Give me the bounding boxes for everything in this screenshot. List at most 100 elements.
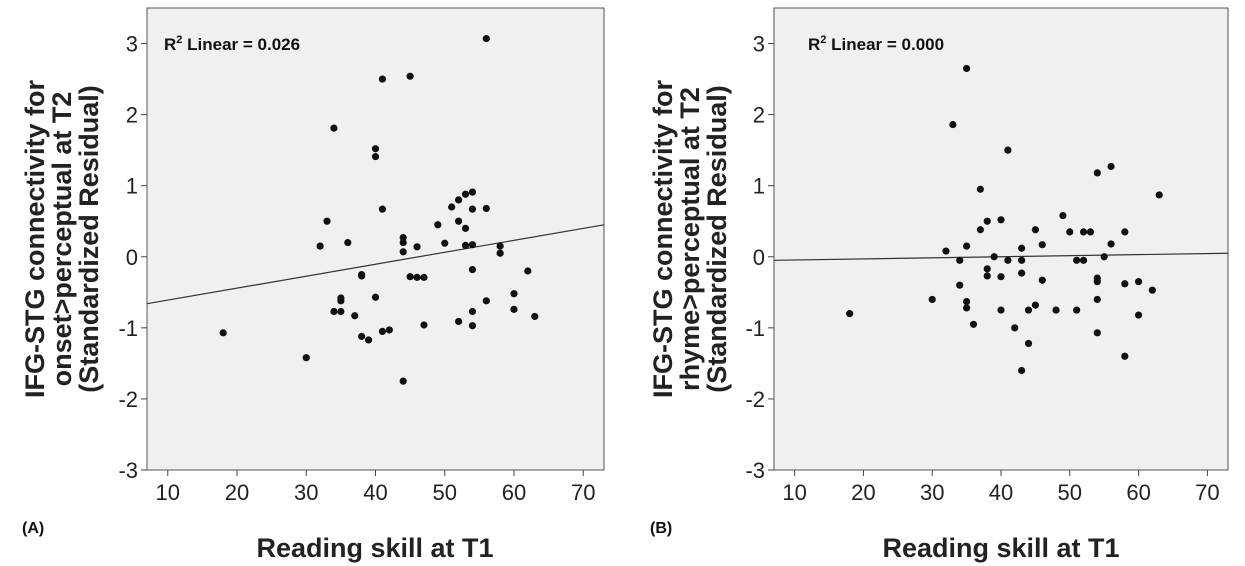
data-point [1073,306,1081,314]
data-point [1004,256,1012,264]
x-axis-title: Reading skill at T1 [256,533,493,563]
data-point [454,217,463,225]
data-point [468,205,477,213]
data-point [969,320,978,328]
data-point [1038,241,1046,249]
data-point [468,188,477,196]
data-point [461,190,470,198]
data-point [399,233,407,242]
y-tick-label: -2 [745,387,765,412]
data-point [949,120,957,129]
x-tick-label: 10 [782,480,806,505]
data-point [983,265,991,273]
y-tick-label: 2 [126,103,138,128]
y-tick-label: -3 [118,458,138,483]
data-point [468,265,477,274]
x-tick-label: 10 [156,480,180,505]
data-point [1093,295,1101,304]
data-point [378,327,387,335]
y-axis-title-line: (Standardized Residual) [702,85,732,393]
y-tick-label: 0 [753,245,765,270]
data-point [976,226,984,234]
fit-line [146,224,605,305]
data-point [1121,352,1129,360]
data-point [1011,324,1019,332]
r-squared-value: Linear = 0.000 [826,35,944,54]
data-point [1066,228,1074,236]
data-point [1079,256,1088,264]
data-point [1134,278,1143,286]
data-point [1121,280,1129,288]
x-tick-label: 30 [294,480,318,505]
data-point [846,310,854,318]
data-point [1018,366,1026,375]
data-point [378,205,387,213]
data-point [406,273,414,281]
data-point [482,297,490,305]
data-point [1004,146,1012,154]
data-point [454,196,463,204]
y-axis-title: IFG-STG connectivity foronset>perceptual… [20,79,104,398]
data-point [420,321,428,329]
y-tick-label: 2 [753,103,765,128]
data-point [963,297,971,306]
data-point [1148,286,1156,294]
data-point [434,221,442,229]
panel-label: (A) [22,520,44,537]
data-point [413,273,421,281]
y-tick-label: 3 [126,32,138,57]
data-point [990,253,998,261]
data-point [448,203,456,211]
data-point [323,217,331,225]
data-point [1018,244,1026,252]
data-point [358,332,366,340]
data-point [1100,253,1108,261]
data-point [956,281,964,289]
y-tick-label: 1 [753,174,765,199]
data-point [956,256,964,264]
data-point [461,224,470,232]
data-point [997,216,1005,224]
x-tick-label: 50 [433,480,457,505]
data-point [358,272,366,280]
data-point [524,267,532,275]
x-tick-label: 40 [363,480,387,505]
panel-label: (B) [650,520,672,537]
data-point [976,185,984,193]
data-point [420,273,428,281]
data-point [1093,169,1101,177]
data-point [468,322,477,330]
data-point [531,312,539,321]
data-point [963,304,971,312]
data-point [371,293,380,301]
y-axis-title-line: IFG-STG connectivity for [20,79,50,398]
data-point [385,326,393,334]
y-tick-label: 3 [753,32,765,57]
x-tick-label: 70 [571,480,595,505]
data-point [963,242,971,250]
data-point [371,152,380,161]
x-tick-label: 60 [502,480,526,505]
y-tick-label: 1 [126,174,138,199]
x-tick-label: 40 [989,480,1013,505]
x-tick-label: 70 [1195,480,1219,505]
data-point [302,354,310,362]
y-axis-title: IFG-STG connectivity forrhyme>perceptual… [648,79,732,398]
data-point [1093,329,1101,337]
y-axis-title-line: IFG-STG connectivity for [648,79,678,398]
data-point [1079,228,1088,236]
y-tick-label: 0 [126,245,138,270]
data-point [997,273,1005,281]
data-point [399,238,407,247]
data-point [482,34,490,43]
x-axis-title: Reading skill at T1 [882,533,1119,563]
data-point [1073,256,1081,264]
data-point [928,295,936,304]
data-point [454,317,463,326]
x-tick-label: 20 [851,480,875,505]
data-point [468,241,477,249]
data-point [1031,301,1039,309]
data-point [371,145,380,153]
